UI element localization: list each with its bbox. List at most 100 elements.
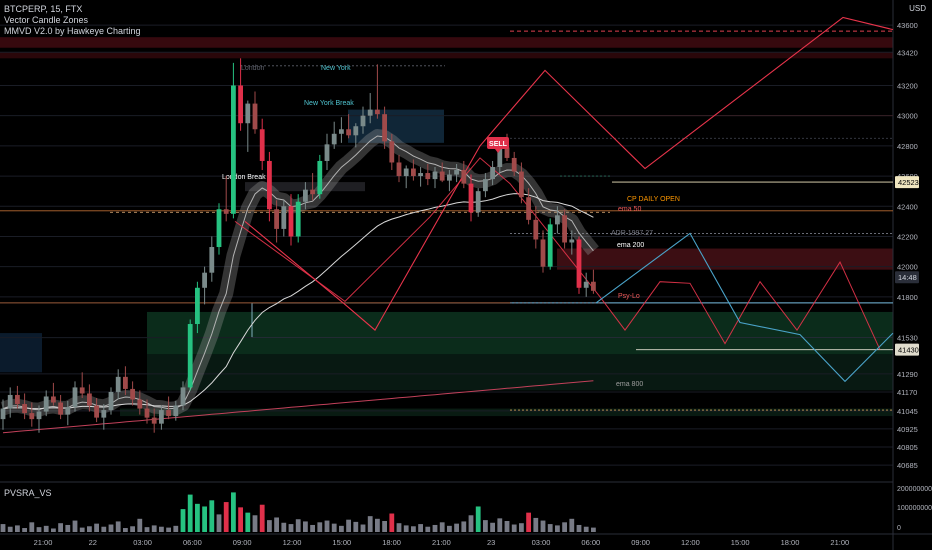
candle-body-60 [432,171,438,180]
volume-bar-39 [281,522,287,532]
candle-body-10 [72,387,78,408]
volume-bar-78 [562,522,567,532]
volume-bar-75 [540,520,546,532]
time-tick-2: 03:00 [133,538,152,547]
zigzag-blue [595,232,894,383]
signal-markers: SELL [487,137,509,153]
candle-body-1 [7,394,13,409]
volume-bar-44 [317,522,323,532]
currency-label: USD [909,4,926,13]
volume-bar-40 [288,524,294,532]
price-flag-1 [895,271,919,284]
time-axis[interactable]: 21:00 22 03:00 06:00 09:00 12:00 15:00 18:00 21:… [34,538,850,547]
level-label-ema-800: ema 800 [616,381,643,388]
candle-body-11 [79,387,85,394]
supply-zone-top [0,37,893,48]
candle-body-69 [497,147,503,168]
candle-body-59 [425,173,431,180]
volume-bar-2 [15,525,20,532]
volume-bar-76 [547,524,553,532]
volume-bar-65 [468,515,474,532]
candle-body-31 [223,209,229,214]
zigzag-projections [234,16,894,383]
volume-bar-25 [180,509,186,532]
time-tick-6: 15:00 [332,538,351,547]
candle-body-17 [123,376,128,389]
candle-body-55 [396,162,402,177]
volume-bar-15 [108,524,114,532]
price-flag-label-2: 41430 [898,346,919,355]
volume-bar-20 [144,527,150,532]
symbol-label[interactable]: BTCPERP, 15, FTX [4,4,83,14]
price-tick-9: 41800 [897,293,918,302]
price-tick-16: 40685 [897,461,918,470]
volume-bar-8 [58,523,63,532]
candle-body-70 [504,147,510,158]
candle-body-68 [490,167,495,180]
volume-bar-14 [101,526,107,532]
candle-body-0 [0,408,6,420]
candle-body-63 [454,170,459,175]
volume-bar-32 [231,492,236,532]
volume-bar-55 [396,523,402,532]
volume-bar-13 [94,523,99,532]
indicator-vector-candle-zones[interactable]: Vector Candle Zones [4,15,89,25]
candle-body-16 [115,376,121,392]
volume-bar-46 [331,523,337,532]
volume-bar-17 [123,528,128,532]
candle-body-15 [108,391,114,411]
candle-body-48 [346,129,351,136]
level-label-adr-1997-27: ADR 1997.27 [611,230,653,237]
candle-body-44 [317,160,323,195]
volume-bar-47 [339,525,344,532]
time-tick-5: 12:00 [283,538,302,547]
volume-bar-80 [576,524,582,532]
volume-bar-4 [29,522,35,532]
candle-body-41 [295,201,301,237]
candle-body-64 [461,170,467,184]
volume-bar-53 [382,521,387,532]
demand-zone-bottom [120,408,893,417]
candle-body-4 [29,413,35,420]
volume-bar-59 [425,526,431,532]
candle-body-33 [238,85,243,124]
price-tick-1: 43420 [897,48,918,57]
volume-bar-45 [324,520,330,532]
price-tick-15: 40805 [897,443,918,452]
candle-body-58 [418,173,423,177]
volume-bar-58 [418,524,423,532]
candle-body-37 [267,160,272,210]
pvsra-legend[interactable]: PVSRA_VS [4,488,52,498]
price-flag-2 [895,343,919,356]
price-tick-11: 41290 [897,370,918,379]
demand-zone-main [147,311,893,355]
candle-body-26 [187,324,193,388]
volume-bar-62 [447,525,452,532]
volume-bar-28 [202,506,207,532]
time-tick-3: 06:00 [183,538,202,547]
price-tick-14: 40925 [897,425,918,434]
volume-axis-label-1: 100000000 [897,505,932,512]
candle-body-45 [324,144,330,161]
indicator-mmvd[interactable]: MMVD V2.0 by Hawkeye Charting [4,26,141,36]
volume-bar-0 [0,524,6,532]
volume-bar-56 [403,525,409,532]
volume-bar-64 [461,521,467,532]
volume-bar-1 [7,526,13,532]
volume-bar-23 [166,527,171,532]
candle-body-50 [360,115,366,127]
candle-body-25 [180,387,186,406]
candle-body-67 [483,179,488,192]
time-tick-15: 18:00 [781,538,800,547]
candle-body-32 [231,85,236,214]
price-axis[interactable]: 4360043420432004300042800426004240042200… [897,21,918,470]
price-tick-10: 41530 [897,334,918,343]
candle-body-9 [65,407,71,415]
time-tick-1: 22 [89,538,97,547]
level-label-cp-daily-open: CP DAILY OPEN [627,196,680,203]
volume-bar-18 [130,526,135,532]
volume-bar-60 [432,524,438,532]
